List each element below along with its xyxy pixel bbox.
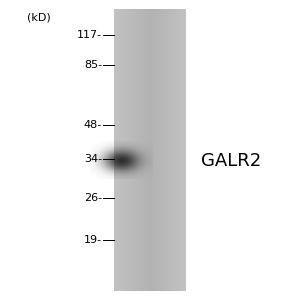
Text: (kD): (kD) bbox=[27, 12, 51, 22]
Text: 34-: 34- bbox=[84, 154, 102, 164]
Text: 85-: 85- bbox=[84, 59, 102, 70]
Text: 117-: 117- bbox=[77, 29, 102, 40]
Text: 19-: 19- bbox=[84, 235, 102, 245]
Text: 48-: 48- bbox=[84, 119, 102, 130]
Text: GALR2: GALR2 bbox=[201, 152, 261, 169]
Text: 26-: 26- bbox=[84, 193, 102, 203]
